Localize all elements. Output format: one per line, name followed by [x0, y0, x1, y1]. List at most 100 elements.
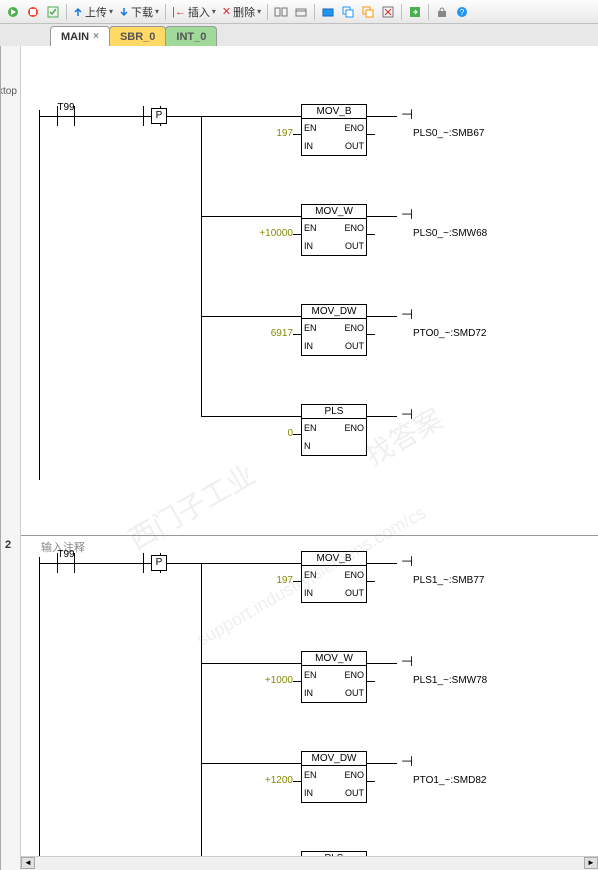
- block-title: MOV_B: [302, 552, 366, 566]
- wire: [367, 416, 397, 417]
- block-row: ENENO: [302, 419, 366, 437]
- tab-int[interactable]: INT_0: [165, 26, 217, 46]
- contact[interactable]: [51, 106, 81, 126]
- lock-icon[interactable]: [433, 3, 451, 21]
- wire: [367, 763, 397, 764]
- tool-icon[interactable]: [292, 3, 310, 21]
- wire: [201, 116, 202, 416]
- close-icon[interactable]: ×: [93, 31, 99, 42]
- wire: [367, 216, 397, 217]
- contact[interactable]: [51, 553, 81, 573]
- block-row: ENENO: [302, 119, 366, 137]
- wire: [367, 663, 397, 664]
- input-value: 6917: [247, 328, 293, 339]
- input-value: 197: [247, 575, 293, 586]
- wire: [367, 116, 397, 117]
- wire: [293, 581, 301, 582]
- scroll-right-icon[interactable]: ►: [584, 857, 598, 869]
- separator: [428, 4, 429, 20]
- wire: [201, 316, 301, 317]
- scroll-left-icon[interactable]: ◄: [21, 857, 35, 869]
- input-value: +10000: [247, 228, 293, 239]
- function-block[interactable]: MOV_BENENOINOUT: [301, 551, 367, 603]
- run-icon[interactable]: [4, 3, 22, 21]
- block-title: MOV_W: [302, 205, 366, 219]
- power-rail: [39, 110, 40, 480]
- network-divider: [21, 535, 598, 536]
- block-row: ENENO: [302, 319, 366, 337]
- function-block[interactable]: PLSENENON: [301, 404, 367, 456]
- block-row: INOUT: [302, 784, 366, 802]
- input-value: +1000: [247, 675, 293, 686]
- output-value: PLS1_~:SMW78: [413, 675, 487, 686]
- check-icon[interactable]: [44, 3, 62, 21]
- wire: [367, 563, 397, 564]
- exit-icon[interactable]: [406, 3, 424, 21]
- wire: [201, 663, 301, 664]
- sidebar-label: sktop: [0, 86, 17, 97]
- insert-button[interactable]: |←插入▾: [170, 4, 218, 20]
- output-value: PLS0_~:SMW68: [413, 228, 487, 239]
- window-icon[interactable]: [319, 3, 337, 21]
- window-icon[interactable]: [359, 3, 377, 21]
- wire: [201, 563, 202, 863]
- help-icon[interactable]: ?: [453, 3, 471, 21]
- coil-icon: ⊣: [401, 553, 413, 570]
- wire: [367, 316, 397, 317]
- wire: [293, 334, 301, 335]
- block-title: MOV_W: [302, 652, 366, 666]
- scrollbar-horizontal[interactable]: ◄ ►: [21, 856, 598, 870]
- edge-detect[interactable]: P: [151, 108, 167, 124]
- ladder-canvas: sktop T99P MOV_BENENOINOUT⊣197PLS0_~:SMB…: [0, 46, 598, 870]
- block-row: INOUT: [302, 684, 366, 702]
- coil-icon: ⊣: [401, 206, 413, 223]
- watermark: 西门子工业: [120, 454, 261, 559]
- tab-sbr[interactable]: SBR_0: [109, 26, 166, 46]
- upload-button[interactable]: 上传▾: [71, 4, 115, 20]
- wire: [367, 681, 375, 682]
- window-icon[interactable]: [339, 3, 357, 21]
- coil-icon: ⊣: [401, 406, 413, 423]
- wire: [367, 134, 375, 135]
- block-row: ENENO: [302, 219, 366, 237]
- function-block[interactable]: MOV_DWENENOINOUT: [301, 751, 367, 803]
- function-block[interactable]: MOV_DWENENOINOUT: [301, 304, 367, 356]
- tab-main[interactable]: MAIN×: [50, 26, 110, 46]
- output-value: PLS1_~:SMB77: [413, 575, 484, 586]
- wire: [293, 681, 301, 682]
- separator: [401, 4, 402, 20]
- separator: [267, 4, 268, 20]
- wire: [293, 434, 301, 435]
- toolbar: 上传▾ 下载▾ |←插入▾ ✕删除▾ ?: [0, 0, 598, 24]
- network-number: 2: [5, 539, 11, 551]
- function-block[interactable]: MOV_WENENOINOUT: [301, 651, 367, 703]
- wire: [201, 763, 301, 764]
- function-block[interactable]: MOV_BENENOINOUT: [301, 104, 367, 156]
- wire: [201, 563, 301, 564]
- stop-icon[interactable]: [24, 3, 42, 21]
- edge-detect[interactable]: P: [151, 555, 167, 571]
- download-button[interactable]: 下载▾: [117, 4, 161, 20]
- wire: [293, 134, 301, 135]
- separator: [66, 4, 67, 20]
- wire: [367, 581, 375, 582]
- close-icon[interactable]: [379, 3, 397, 21]
- block-row: ENENO: [302, 566, 366, 584]
- input-value: 0: [247, 428, 293, 439]
- power-rail: [39, 557, 40, 870]
- tool-icon[interactable]: [272, 3, 290, 21]
- delete-button[interactable]: ✕删除▾: [220, 4, 263, 20]
- input-value: +1200: [247, 775, 293, 786]
- input-value: 197: [247, 128, 293, 139]
- separator: [165, 4, 166, 20]
- function-block[interactable]: MOV_WENENOINOUT: [301, 204, 367, 256]
- wire: [367, 234, 375, 235]
- separator: [314, 4, 315, 20]
- block-row: INOUT: [302, 137, 366, 155]
- block-title: MOV_B: [302, 105, 366, 119]
- output-value: PLS0_~:SMB67: [413, 128, 484, 139]
- block-title: MOV_DW: [302, 305, 366, 319]
- left-gutter: sktop: [1, 46, 21, 870]
- tab-bar: MAIN× SBR_0 INT_0: [0, 24, 598, 46]
- coil-icon: ⊣: [401, 306, 413, 323]
